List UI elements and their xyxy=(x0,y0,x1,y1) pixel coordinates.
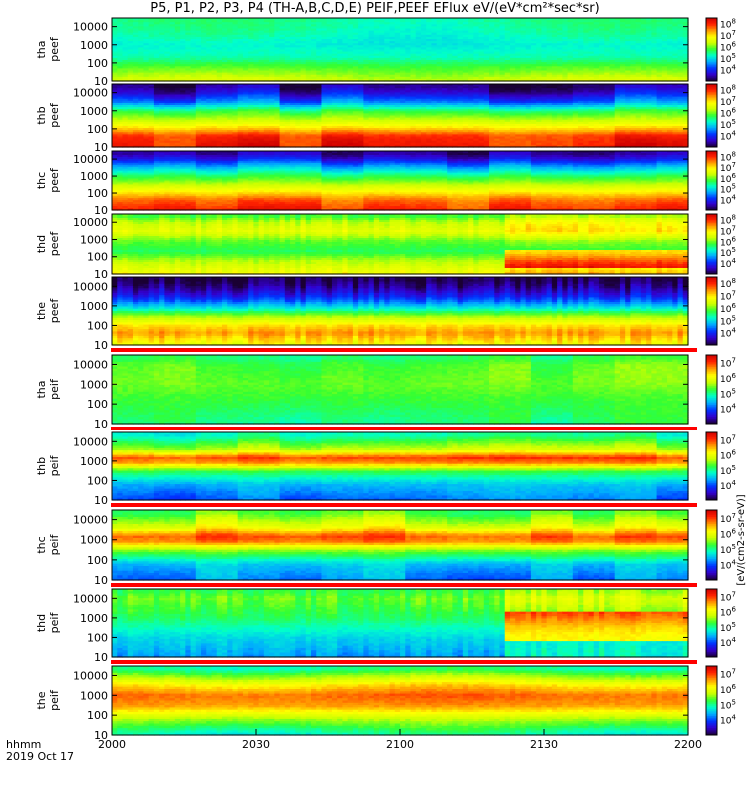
panel-separator-bar xyxy=(111,348,697,352)
colorbar-tick-exponent: 4 xyxy=(731,64,736,72)
colorbar-tick-exponent: 8 xyxy=(731,18,735,26)
panel-separator-bar xyxy=(111,583,697,587)
panel-label-probe: tha xyxy=(35,40,48,58)
panel-thb-peef: 10100100010000thb peef108107106105104 xyxy=(35,84,736,154)
y-tick-label: 10000 xyxy=(73,21,108,34)
colorbar-tick-exponent: 5 xyxy=(731,52,735,60)
panel-separator-bar xyxy=(111,660,697,664)
colorbar-tick-exponent: 6 xyxy=(731,41,736,49)
colorbar: 108107106105104 xyxy=(706,18,736,82)
y-tick-label: 1000 xyxy=(80,39,108,52)
y-tick-label: 100 xyxy=(87,57,108,70)
colorbar-tick-exponent: 7 xyxy=(731,29,735,37)
panel-separator-bar xyxy=(111,503,697,507)
colorbar-tick-label: 104 xyxy=(720,64,736,77)
panel-label-product: peef xyxy=(48,36,61,62)
panel-separator-bar xyxy=(111,427,697,430)
